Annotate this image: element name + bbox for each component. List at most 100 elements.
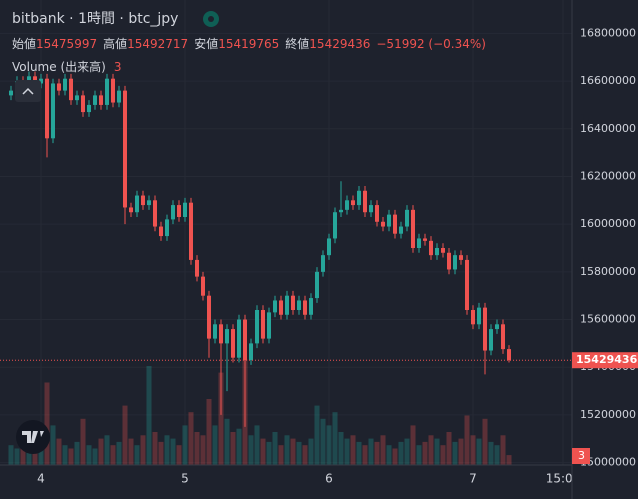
volume-bar [56, 438, 62, 465]
candle-body [183, 202, 187, 217]
y-tick-label: 16000000 [580, 217, 636, 230]
y-tick-label: 16800000 [580, 26, 636, 39]
y-tick-label: 15600000 [580, 313, 636, 326]
candle-body [351, 200, 355, 206]
last-price-label: 15429436 [576, 353, 638, 366]
candle-body [471, 310, 475, 325]
volume-bar [278, 445, 284, 465]
volume-bar [236, 428, 242, 465]
candle-body [267, 312, 271, 339]
candle-body [483, 307, 487, 351]
volume-bar [374, 441, 380, 465]
volume-bar [182, 425, 188, 465]
candle-body [495, 324, 499, 330]
ohlc-legend: 始値15475997 高値15492717 安値15419765 終値15429436… [12, 36, 486, 51]
candle-body [501, 324, 505, 350]
volume-bar [290, 438, 296, 465]
volume-bar [8, 445, 14, 465]
volume-value: 3 [114, 60, 122, 74]
volume-bar [200, 435, 206, 465]
volume-bar [74, 441, 80, 465]
candle-body [105, 78, 109, 105]
y-tick-label: 16600000 [580, 74, 636, 87]
candle-body [33, 76, 37, 84]
volume-bar [116, 441, 122, 465]
volume-bar [332, 412, 338, 465]
candle-body [327, 238, 331, 256]
candle-body [93, 95, 97, 105]
volume-bar [326, 425, 332, 465]
tv-logo-mark [22, 431, 44, 443]
ohlc-value: 15492717 [127, 37, 188, 51]
candle-body [219, 324, 223, 344]
candle-body [87, 104, 91, 113]
volume-bar [344, 438, 350, 465]
volume-bar [194, 432, 200, 465]
x-tick-label: 7 [469, 472, 477, 486]
volume-bar [44, 382, 50, 465]
volume-bar [158, 441, 164, 465]
volume-bar [380, 435, 386, 465]
candle-body [453, 255, 457, 270]
candle-body [417, 238, 421, 248]
volume-bar [224, 418, 230, 465]
candle-body [459, 255, 463, 260]
ohlc-name: 高値 [103, 36, 127, 51]
volume-bar [152, 432, 158, 465]
volume-bar [14, 448, 20, 465]
volume-bar [26, 451, 32, 465]
candle-body [447, 252, 451, 270]
candle-body [177, 205, 181, 217]
volume-bar [296, 441, 302, 465]
candle-body [207, 295, 211, 339]
candle-body [429, 240, 433, 256]
candle-body [237, 319, 241, 358]
candle-body [171, 205, 175, 220]
volume-bar [68, 448, 74, 465]
volume-bar [476, 438, 482, 465]
ohlc-name: 始値 [12, 36, 36, 51]
volume-bar [482, 418, 488, 465]
volume-bar [80, 418, 86, 465]
candle-body [9, 90, 13, 96]
collapse-button[interactable] [15, 80, 41, 102]
candle-body [405, 209, 409, 227]
volume-bar [170, 438, 176, 465]
volume-bar [188, 412, 194, 465]
candle-body [423, 238, 427, 241]
volume-bar [458, 438, 464, 465]
candle-body [213, 324, 217, 339]
candle-body [321, 255, 325, 272]
candle-body [297, 300, 301, 310]
candle-body [357, 190, 361, 206]
candle-body [279, 300, 283, 315]
collapse-icon [22, 87, 34, 95]
candle-body [135, 195, 139, 213]
candle-body [159, 226, 163, 237]
volume-bar [356, 441, 362, 465]
y-tick-label: 15000000 [580, 456, 636, 469]
volume-bar [206, 399, 212, 465]
change-value: −51992 (−0.34%) [376, 37, 486, 51]
candle-body [243, 319, 247, 361]
candle-body [435, 248, 439, 256]
volume-bar [20, 438, 26, 465]
visibility-icon-dot [208, 16, 214, 22]
volume-bar [104, 435, 110, 465]
candle-body [261, 310, 265, 339]
volume-bar [134, 445, 140, 465]
y-tick-label: 15800000 [580, 265, 636, 278]
candle-body [465, 259, 469, 310]
candle-body [99, 95, 103, 105]
volume-bar [440, 445, 446, 465]
candle-body [153, 200, 157, 227]
candle-body [399, 226, 403, 234]
volume-bar [470, 435, 476, 465]
volume-bar [248, 435, 254, 465]
candle-body [315, 271, 319, 299]
volume-bar [50, 425, 56, 465]
candle-body [303, 300, 307, 315]
volume-bar [146, 366, 152, 465]
volume-bar [488, 441, 494, 465]
candle-body [309, 298, 313, 315]
